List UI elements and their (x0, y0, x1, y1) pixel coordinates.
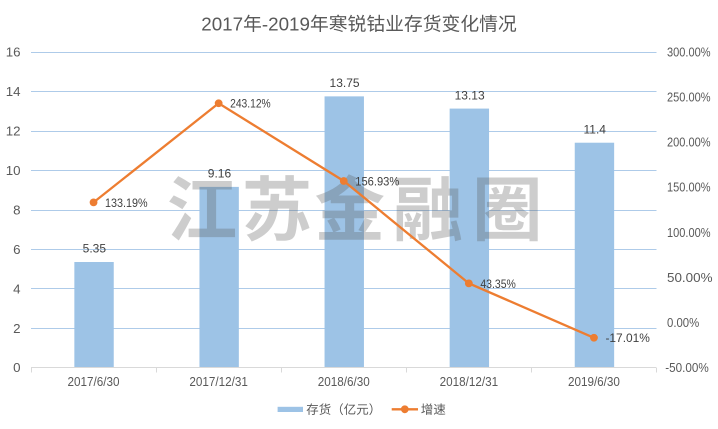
svg-text:100.00%: 100.00% (667, 226, 711, 240)
svg-text:10: 10 (6, 163, 21, 178)
svg-text:2018/6/30: 2018/6/30 (318, 375, 370, 389)
svg-text:2019: 2019 (268, 14, 310, 35)
svg-text:6: 6 (13, 242, 20, 257)
svg-text:2017/6/30: 2017/6/30 (68, 375, 120, 389)
svg-text:150.00%: 150.00% (667, 181, 711, 195)
svg-text:243.12%: 243.12% (230, 97, 271, 111)
svg-text:-17.01%: -17.01% (605, 331, 650, 345)
svg-text:11.4: 11.4 (584, 122, 607, 136)
svg-text:2: 2 (13, 321, 20, 336)
svg-text:5.35: 5.35 (83, 242, 107, 256)
svg-text:2019/6/30: 2019/6/30 (568, 375, 620, 389)
svg-text:13.13: 13.13 (455, 88, 485, 102)
svg-text:200.00%: 200.00% (667, 136, 711, 150)
svg-text:0: 0 (13, 360, 20, 375)
svg-text:300.00%: 300.00% (667, 45, 711, 59)
svg-text:133.19%: 133.19% (105, 196, 148, 210)
svg-text:-: - (262, 14, 268, 35)
svg-text:43.35%: 43.35% (480, 277, 516, 291)
svg-text:13.75: 13.75 (330, 76, 360, 90)
svg-text:156.93%: 156.93% (355, 174, 399, 188)
svg-text:14: 14 (6, 84, 21, 99)
svg-text:16: 16 (6, 45, 21, 60)
svg-text:8: 8 (13, 202, 20, 217)
svg-text:9.16: 9.16 (208, 167, 232, 181)
svg-text:50.00%: 50.00% (667, 271, 713, 285)
svg-text:0.00%: 0.00% (667, 316, 699, 330)
svg-text:12: 12 (6, 124, 21, 139)
svg-text:-50.00%: -50.00% (665, 361, 709, 375)
svg-text:2017: 2017 (201, 14, 243, 35)
svg-text:250.00%: 250.00% (667, 91, 711, 105)
svg-text:2017/12/31: 2017/12/31 (189, 375, 248, 389)
svg-text:2018/12/31: 2018/12/31 (440, 375, 499, 389)
svg-text:4: 4 (13, 281, 20, 296)
